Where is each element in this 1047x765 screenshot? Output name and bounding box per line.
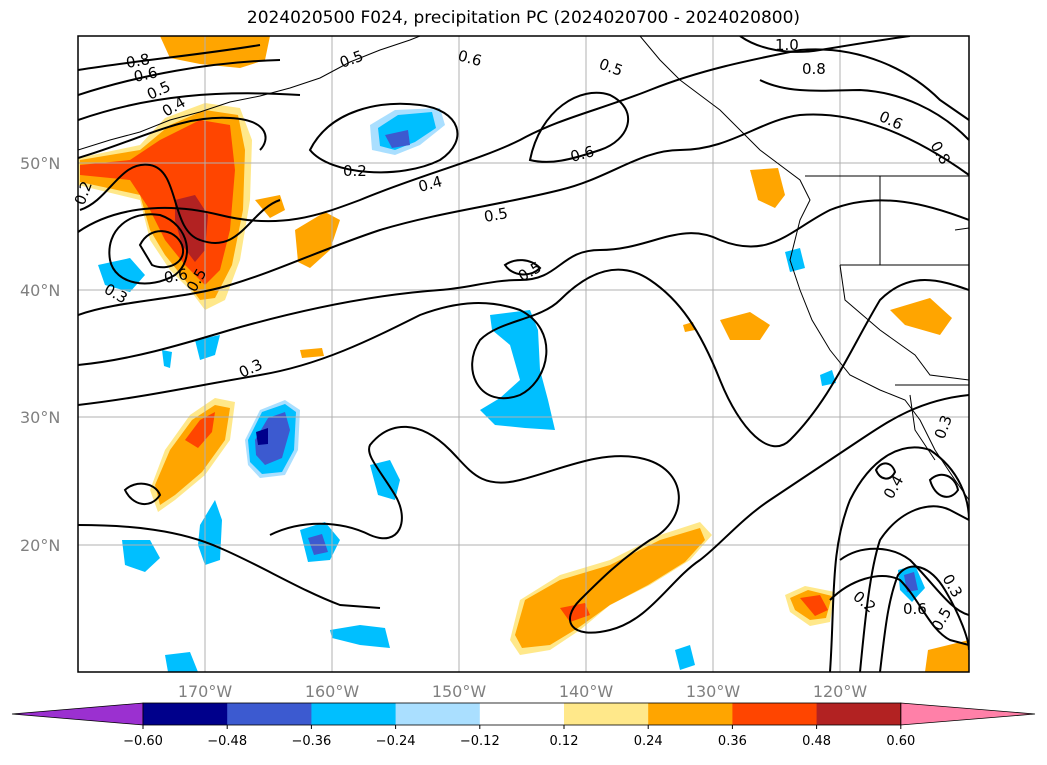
positive-anomaly-area bbox=[80, 120, 235, 285]
negative-anomaly-area bbox=[820, 370, 836, 386]
negative-anomaly-area bbox=[675, 645, 695, 670]
positive-anomaly-area bbox=[750, 168, 785, 208]
colorbar: −0.60 −0.48 −0.36 −0.24 −0.12 0.12 0.24 0.36 0.4… bbox=[11, 702, 1036, 749]
lon-label-160w: 160°W bbox=[305, 682, 360, 701]
colorbar-segment bbox=[648, 703, 733, 725]
contour-label: 0.4 bbox=[416, 172, 444, 196]
negative-anomaly-area bbox=[195, 335, 220, 360]
contour-label: 0.5 bbox=[337, 47, 366, 72]
colorbar-tick-label: 0.60 bbox=[886, 734, 915, 749]
contour-label: 0.5 bbox=[515, 258, 545, 286]
colorbar-segment bbox=[395, 703, 481, 725]
lat-label-30n: 30°N bbox=[20, 408, 60, 427]
positive-anomaly-area bbox=[295, 212, 340, 268]
positive-anomaly-area bbox=[890, 298, 952, 335]
lon-label-130w: 130°W bbox=[686, 682, 741, 701]
positive-anomaly-area bbox=[300, 348, 324, 358]
shading-layer bbox=[78, 36, 969, 672]
colorbar-tick-label: 0.24 bbox=[634, 734, 663, 749]
graticule bbox=[78, 36, 969, 672]
lat-label-40n: 40°N bbox=[20, 281, 60, 300]
colorbar-segment bbox=[732, 703, 818, 725]
coastline-layer bbox=[78, 36, 969, 501]
contour-label: 0.6 bbox=[132, 63, 159, 86]
positive-anomaly-area bbox=[185, 412, 215, 448]
positive-anomaly-area bbox=[560, 603, 590, 622]
negative-anomaly-area bbox=[480, 310, 555, 430]
map-title: 2024020500 F024, precipitation PC (20240… bbox=[246, 8, 801, 28]
negative-anomaly-area bbox=[98, 258, 145, 292]
colorbar-segment bbox=[227, 703, 312, 725]
colorbar-tick-label: −0.36 bbox=[291, 734, 331, 749]
colorbar-segment bbox=[816, 703, 902, 725]
contour-label: 0.5 bbox=[483, 204, 510, 226]
contour-label: 0.6 bbox=[163, 265, 190, 287]
colorbar-segment bbox=[143, 703, 228, 725]
contour-label: 0.6 bbox=[568, 142, 596, 166]
contour-label: 0.5 bbox=[597, 55, 626, 80]
contour-label: 0.8 bbox=[802, 60, 826, 78]
negative-anomaly-area bbox=[785, 248, 805, 272]
lon-label-150w: 150°W bbox=[432, 682, 487, 701]
positive-anomaly-area bbox=[800, 595, 828, 616]
contour-label: 0.2 bbox=[343, 162, 367, 180]
positive-anomaly-area bbox=[515, 528, 705, 648]
contour-label: 0.6 bbox=[903, 600, 927, 618]
positive-anomaly-area bbox=[925, 640, 969, 672]
negative-anomaly-area bbox=[122, 540, 160, 572]
contour-label: 0.6 bbox=[876, 107, 905, 133]
colorbar-arrow-left bbox=[11, 702, 144, 726]
negative-anomaly-area bbox=[904, 572, 918, 592]
lat-label-50n: 50°N bbox=[20, 154, 60, 173]
colorbar-tick-label: 0.36 bbox=[718, 734, 747, 749]
contour-label: 1.0 bbox=[775, 36, 799, 54]
colorbar-arrow-right bbox=[900, 702, 1036, 726]
negative-anomaly-area bbox=[165, 652, 198, 672]
contour-label: 0.2 bbox=[849, 587, 879, 616]
negative-anomaly-area bbox=[198, 500, 222, 565]
colorbar-tick-label: −0.12 bbox=[460, 734, 500, 749]
negative-anomaly-area bbox=[385, 130, 410, 148]
contour-label: 0.5 bbox=[928, 604, 956, 634]
colorbar-tick-label: 0.48 bbox=[802, 734, 831, 749]
map-frame bbox=[77, 35, 970, 673]
contour-label: 0.6 bbox=[456, 46, 484, 70]
lat-label-20n: 20°N bbox=[20, 536, 60, 555]
negative-anomaly-area bbox=[330, 625, 390, 648]
colorbar-segment bbox=[311, 703, 397, 725]
contour-label: 0.8 bbox=[125, 50, 152, 72]
lon-label-140w: 140°W bbox=[559, 682, 614, 701]
positive-anomaly-area bbox=[720, 312, 770, 340]
lon-label-120w: 120°W bbox=[813, 682, 868, 701]
lon-label-170w: 170°W bbox=[178, 682, 233, 701]
colorbar-segment bbox=[564, 703, 649, 725]
colorbar-tick-label: −0.48 bbox=[207, 734, 247, 749]
contour-label: 0.4 bbox=[880, 472, 908, 502]
negative-anomaly-area bbox=[255, 412, 290, 465]
negative-anomaly-area bbox=[162, 350, 172, 368]
colorbar-segment bbox=[479, 703, 565, 725]
contour-layer bbox=[78, 36, 969, 672]
colorbar-tick-label: −0.60 bbox=[123, 734, 163, 749]
colorbar-tick-label: −0.24 bbox=[376, 734, 416, 749]
colorbar-tick-label: 0.12 bbox=[550, 734, 579, 749]
negative-anomaly-area bbox=[256, 428, 268, 445]
colorbar-outline bbox=[142, 702, 902, 726]
